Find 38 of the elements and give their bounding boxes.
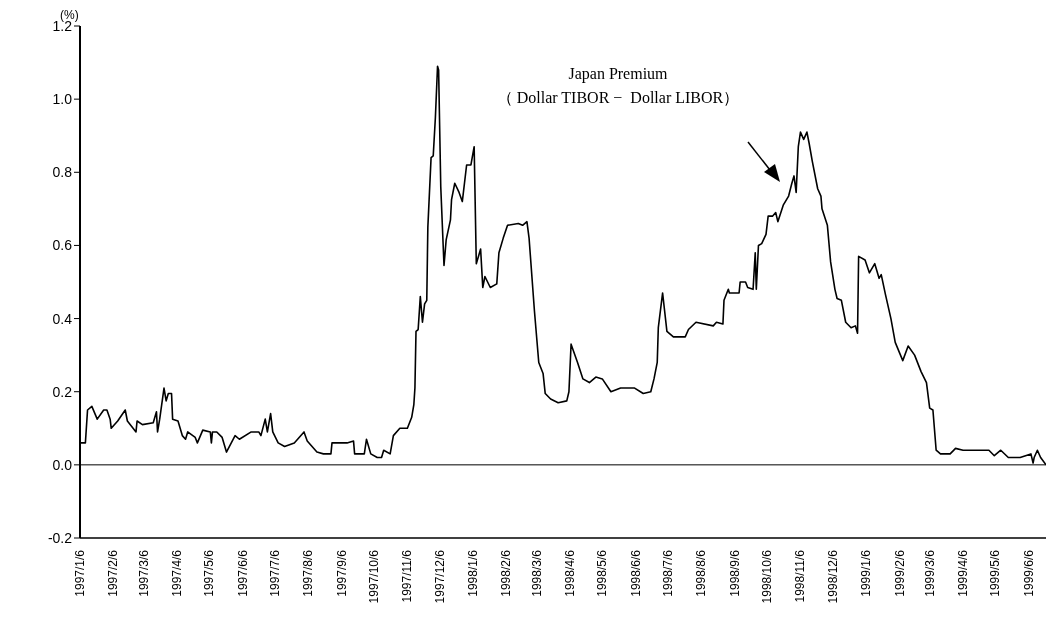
x-tick-label: 1998/8/6 [694, 549, 709, 597]
y-tick-label: 0.0 [52, 456, 73, 473]
x-tick-label: 1997/9/6 [334, 549, 349, 597]
annotation: Japan Premium （ Dollar TIBOR − Dollar LIBOR） [495, 64, 741, 108]
x-tick-label: 1999/1/6 [859, 549, 874, 597]
x-tick-label: 1997/7/6 [267, 549, 282, 597]
x-tick-label: 1998/10/6 [760, 549, 775, 604]
x-tick-label: 1997/3/6 [136, 549, 151, 597]
x-tick-label: 1997/11/6 [400, 549, 415, 603]
y-tick-label: -0.2 [47, 529, 73, 546]
x-tick-label: 1998/7/6 [661, 549, 675, 597]
x-tick-label: 1997/6/6 [235, 549, 250, 597]
x-tick-label: 1998/5/6 [595, 549, 610, 597]
x-tick-label: 1999/4/6 [956, 549, 971, 597]
x-tick-label: 1997/5/6 [202, 549, 217, 597]
x-tick-label: 1998/6/6 [628, 549, 643, 597]
x-tick-label: 1999/2/6 [892, 549, 907, 597]
x-tick-label: 1998/3/6 [529, 549, 544, 597]
x-tick-label: 1997/12/6 [432, 549, 447, 604]
x-tick-label: 1997/10/6 [367, 549, 381, 604]
y-tick-label: 1.0 [52, 91, 73, 108]
y-tick-label: 0.2 [52, 383, 73, 400]
x-tick-label: 1999/5/6 [988, 549, 1003, 597]
x-tick-label: 1999/3/6 [922, 549, 937, 597]
x-tick-label: 1998/4/6 [563, 549, 577, 597]
y-tick-label: 0.4 [52, 310, 73, 327]
x-tick-label: 1997/8/6 [301, 549, 316, 597]
x-tick-label: 1997/4/6 [169, 549, 184, 597]
x-tick-label: 1998/1/6 [466, 549, 481, 597]
x-tick-label: 1997/2/6 [106, 549, 121, 597]
x-tick-label: 1998/2/6 [499, 549, 514, 597]
y-tick-label: 0.8 [52, 164, 73, 181]
x-tick-label: 1998/9/6 [727, 549, 742, 597]
x-tick-label: 1999/6/6 [1021, 549, 1036, 597]
x-tick-label: 1997/1/6 [73, 549, 87, 597]
x-tick-label: 1998/11/6 [793, 549, 808, 603]
x-tick-label: 1998/12/6 [825, 549, 840, 604]
y-tick-label: 0.6 [52, 237, 73, 254]
